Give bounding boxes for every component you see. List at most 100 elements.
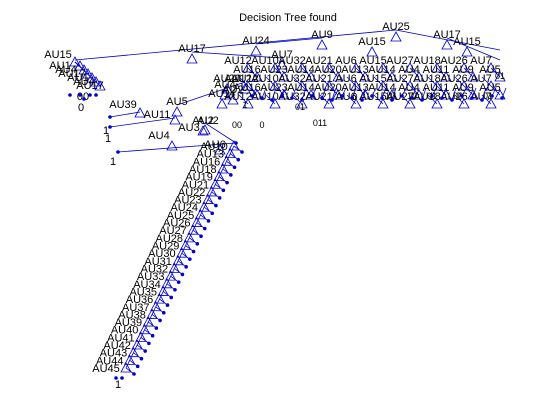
node-label: AU29 — [152, 241, 180, 253]
node-label: 1 — [103, 125, 109, 137]
node-label: AU28 — [156, 233, 184, 245]
tree-edge — [481, 76, 492, 87]
tree-edge — [203, 199, 209, 208]
node-label: AU15 — [358, 36, 386, 48]
node-label: AU4 — [398, 82, 419, 94]
tree-edge — [185, 245, 194, 252]
node-label: 1 — [110, 156, 116, 168]
node-label: 10 — [407, 91, 417, 101]
node-label: AU14 — [368, 64, 396, 76]
tree-edge — [148, 321, 157, 329]
node-label: AU3 — [178, 122, 199, 134]
tree-edge — [274, 67, 285, 78]
node-label: AU40 — [111, 325, 139, 337]
tree-edge — [427, 76, 438, 87]
node-marker-icon — [191, 216, 203, 227]
tree-edge — [226, 153, 231, 162]
tree-edge — [371, 87, 377, 97]
tree-edge — [328, 67, 339, 78]
node-label: AU44 — [96, 355, 124, 367]
node-label: AU4 — [73, 76, 94, 88]
tree-edge — [151, 314, 161, 321]
node-marker-icon — [269, 98, 281, 109]
tree-edge — [311, 87, 317, 97]
tree-edge — [170, 275, 179, 283]
tree-edge — [400, 76, 411, 87]
tree-edge — [174, 268, 183, 275]
node-label: AU6 — [335, 55, 356, 67]
tree-edge — [391, 87, 397, 101]
node-marker-icon — [242, 80, 254, 91]
node-label: AU10 — [200, 141, 228, 153]
tree-edge — [74, 29, 397, 61]
node-marker-icon — [168, 262, 181, 273]
node-label: AU9 — [452, 64, 473, 76]
node-marker-icon — [186, 53, 198, 64]
node-marker-icon — [124, 354, 136, 365]
node-marker-icon — [183, 232, 195, 243]
node-label: AU31 — [144, 256, 172, 268]
leaf-marker-icon — [116, 150, 120, 154]
node-marker-icon — [146, 308, 158, 319]
node-label: AU25 — [382, 21, 410, 33]
node-label: AU21 — [305, 91, 333, 103]
node-label: AU25 — [167, 210, 195, 222]
tree-edge — [196, 214, 201, 223]
node-marker-icon — [228, 140, 240, 151]
node-marker-icon — [90, 76, 102, 87]
node-label: AU36 — [126, 294, 154, 306]
node-label: AU30 — [148, 248, 176, 260]
node-label: AU10 — [251, 73, 279, 85]
node-marker-icon — [386, 71, 398, 82]
node-marker-icon — [377, 62, 389, 73]
node-label: AU12 — [224, 73, 252, 85]
node-marker-icon — [404, 62, 416, 73]
leaf-marker-icon — [88, 93, 92, 97]
leaf-marker-icon — [78, 93, 82, 97]
node-marker-icon — [209, 178, 222, 189]
tree-edge — [373, 94, 384, 105]
tree-edge — [436, 67, 447, 78]
node-marker-icon — [350, 62, 362, 73]
tree-edge — [427, 94, 438, 105]
tree-edge — [247, 85, 258, 96]
node-label: AU12 — [224, 55, 252, 67]
tree-edge — [292, 76, 303, 87]
node-marker-icon — [404, 98, 416, 109]
node-marker-icon — [332, 89, 344, 100]
node-label: AU37 — [122, 302, 150, 314]
node-label: AU42 — [103, 340, 131, 352]
node-label: AU9 — [311, 29, 332, 41]
node-label: AU20 — [314, 64, 342, 76]
node-marker-icon — [161, 277, 173, 289]
tree-edge — [129, 360, 138, 367]
tree-edge — [247, 67, 258, 78]
node-label: AU6 — [335, 73, 356, 85]
tree-edge — [395, 29, 501, 51]
node-marker-icon — [350, 98, 362, 109]
tree-edge — [321, 87, 327, 99]
tree-edge — [291, 87, 297, 99]
node-label: AU1 — [67, 72, 88, 84]
node-marker-icon — [440, 71, 452, 82]
node-marker-icon — [485, 62, 497, 73]
node-label: AU27 — [386, 55, 414, 67]
node-label: 1 — [105, 133, 111, 145]
node-marker-icon — [94, 80, 106, 91]
node-label: 10 — [385, 91, 395, 101]
tree-edge — [129, 352, 134, 361]
node-label: AU6 — [335, 91, 356, 103]
node-label: AU15 — [359, 55, 387, 67]
node-marker-icon — [202, 193, 214, 204]
node-marker-icon — [127, 346, 140, 358]
node-label: AU7 — [470, 91, 491, 103]
tree-edge — [185, 237, 190, 246]
tree-edge — [226, 160, 235, 168]
node-marker-icon — [323, 62, 335, 73]
node-label: AU15 — [44, 49, 72, 61]
node-label: AU39 — [109, 99, 137, 111]
node-marker-icon — [494, 71, 506, 82]
tree-edge — [281, 87, 287, 97]
node-marker-icon — [458, 62, 470, 73]
leaf-marker-icon — [108, 115, 112, 119]
